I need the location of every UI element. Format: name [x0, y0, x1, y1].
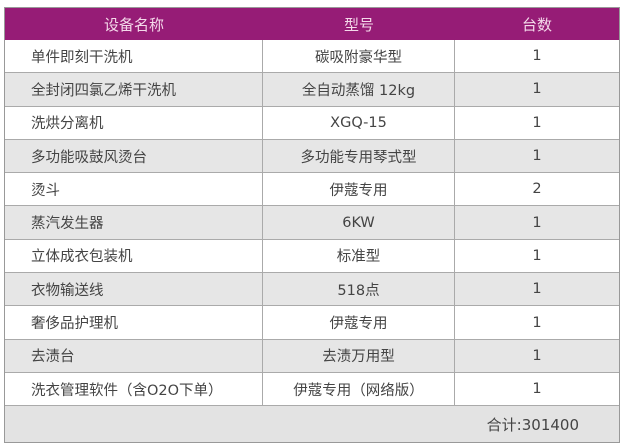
table-row: 烫斗 伊蔻专用 2	[5, 173, 619, 207]
cell-qty: 1	[532, 148, 542, 165]
table-row: 蒸汽发生器 6KW 1	[5, 206, 619, 240]
cell-name: 全封闭四氯乙烯干洗机	[5, 73, 263, 106]
header-model: 型号	[343, 15, 374, 34]
table-row: 洗衣管理软件（含O2O下单） 伊蔻专用（网络版） 1	[5, 372, 619, 407]
total-value: 合计:301400	[486, 415, 579, 434]
table-row: 全封闭四氯乙烯干洗机 全自动蒸馏 12kg 1	[5, 73, 619, 107]
cell-qty: 1	[532, 247, 542, 264]
cell-model: 6KW	[263, 206, 455, 239]
table-row: 立体成衣包装机 标准型 1	[5, 239, 619, 274]
cell-qty: 1	[532, 81, 542, 98]
cell-name: 多功能吸鼓风烫台	[5, 139, 263, 173]
cell-model: 伊蔻专用	[263, 173, 455, 206]
cell-model: 标准型	[263, 239, 455, 273]
cell-model: XGQ-15	[263, 106, 455, 139]
cell-model: 伊蔻专用（网络版）	[263, 372, 455, 406]
cell-qty: 1	[532, 281, 542, 298]
cell-name: 奢侈品护理机	[5, 306, 263, 339]
cell-qty: 1	[532, 347, 542, 364]
table-row: 洗烘分离机 XGQ-15 1	[5, 106, 619, 140]
header-name: 设备名称	[103, 15, 164, 34]
cell-name: 衣物输送线	[5, 273, 263, 306]
equipment-table: 设备名称 型号 台数 单件即刻干洗机 碳吸附豪华型 1 全封闭四氯乙烯干洗机 全自动蒸馏…	[4, 7, 620, 444]
table-row: 多功能吸鼓风烫台 多功能专用琴式型 1	[5, 139, 619, 174]
cell-name: 蒸汽发生器	[5, 206, 263, 239]
table-row: 奢侈品护理机 伊蔻专用 1	[5, 306, 619, 340]
table-header: 设备名称 型号 台数	[5, 8, 619, 40]
cell-model: 多功能专用琴式型	[263, 139, 455, 173]
header-qty: 台数	[521, 15, 552, 34]
cell-qty: 1	[532, 48, 542, 65]
table-row: 单件即刻干洗机 碳吸附豪华型 1	[5, 40, 619, 74]
cell-qty: 1	[532, 381, 542, 398]
cell-name: 洗烘分离机	[5, 106, 263, 139]
cell-model: 全自动蒸馏 12kg	[263, 73, 455, 106]
table-row: 衣物输送线 518点 1	[5, 273, 619, 307]
cell-model: 去渍万用型	[263, 339, 455, 372]
cell-qty: 1	[532, 314, 542, 331]
cell-model: 碳吸附豪华型	[263, 40, 455, 73]
cell-model: 伊蔻专用	[263, 306, 455, 339]
cell-qty: 1	[532, 214, 542, 231]
cell-qty: 1	[532, 114, 542, 131]
table-row: 去渍台 去渍万用型 1	[5, 339, 619, 373]
cell-name: 洗衣管理软件（含O2O下单）	[5, 372, 263, 406]
cell-name: 立体成衣包装机	[5, 239, 263, 273]
total-row: 合计:301400	[5, 406, 619, 443]
cell-name: 去渍台	[5, 339, 263, 372]
cell-name: 烫斗	[5, 173, 263, 206]
cell-qty: 2	[532, 181, 542, 198]
cell-model: 518点	[263, 273, 455, 306]
cell-name: 单件即刻干洗机	[5, 40, 263, 73]
